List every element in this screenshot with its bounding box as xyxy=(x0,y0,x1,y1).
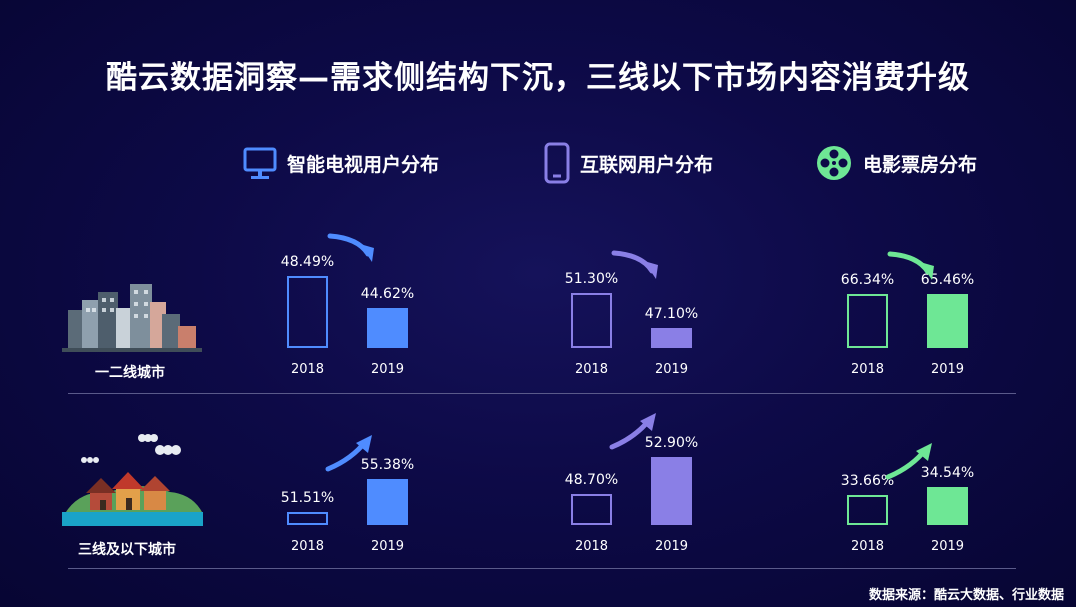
header-boxoffice-label: 电影票房分布 xyxy=(863,153,978,176)
data-label: 47.10% xyxy=(645,306,698,322)
trend-arrow-head xyxy=(644,261,658,279)
bar-2019 xyxy=(367,479,408,525)
x-tick-label: 2019 xyxy=(371,539,404,554)
data-label: 48.49% xyxy=(281,254,334,270)
page-title: 酷云数据洞察—需求侧结构下沉，三线以下市场内容消费升级 xyxy=(106,60,970,96)
data-label: 34.54% xyxy=(921,465,974,481)
x-tick-label: 2018 xyxy=(575,362,608,377)
bar-2018 xyxy=(847,294,888,348)
bar-2019 xyxy=(367,308,408,348)
film-reel-icon xyxy=(817,146,851,180)
data-source-note: 数据来源：酷云大数据、行业数据 xyxy=(868,588,1064,603)
header-internet-label: 互联网用户分布 xyxy=(580,153,714,176)
data-label: 52.90% xyxy=(645,435,698,451)
trend-arrow-head xyxy=(920,262,934,280)
x-tick-label: 2018 xyxy=(291,539,324,554)
x-tick-label: 2019 xyxy=(655,539,688,554)
trend-arrow-head xyxy=(360,244,374,262)
trend-arrow-head xyxy=(640,413,656,431)
header-boxoffice: 电影票房分布 xyxy=(815,143,977,183)
phone-icon xyxy=(544,142,570,184)
header-tv: 智能电视用户分布 xyxy=(243,143,439,183)
x-tick-label: 2018 xyxy=(851,539,884,554)
row-label-tier3: 三线及以下城市 xyxy=(78,542,176,558)
data-label: 48.70% xyxy=(565,472,618,488)
data-label: 55.38% xyxy=(361,457,414,473)
data-label: 51.30% xyxy=(565,271,618,287)
x-tick-label: 2019 xyxy=(371,362,404,377)
x-tick-label: 2018 xyxy=(291,362,324,377)
bar-2018 xyxy=(847,495,888,525)
tv-icon xyxy=(243,147,277,179)
bar-2018 xyxy=(571,494,612,525)
bar-2018 xyxy=(287,512,328,525)
small-town-houses-icon xyxy=(62,434,203,526)
x-tick-label: 2018 xyxy=(851,362,884,377)
trend-arrow-head xyxy=(356,435,372,453)
data-label: 65.46% xyxy=(921,272,974,288)
data-label: 51.51% xyxy=(281,490,334,506)
data-label: 44.62% xyxy=(361,286,414,302)
city-buildings-icon xyxy=(62,284,202,352)
x-tick-label: 2019 xyxy=(655,362,688,377)
bar-2019 xyxy=(927,294,968,348)
x-tick-label: 2019 xyxy=(931,362,964,377)
x-tick-label: 2019 xyxy=(931,539,964,554)
data-label: 66.34% xyxy=(841,272,894,288)
row-divider xyxy=(68,393,1016,394)
header-internet: 互联网用户分布 xyxy=(544,142,714,184)
bar-2018 xyxy=(287,276,328,348)
bar-2019 xyxy=(651,457,692,525)
data-label: 33.66% xyxy=(841,473,894,489)
bar-2018 xyxy=(571,293,612,348)
trend-arrow-head xyxy=(916,443,932,461)
x-tick-label: 2018 xyxy=(575,539,608,554)
row-label-tier1: 一二线城市 xyxy=(95,365,165,381)
header-tv-label: 智能电视用户分布 xyxy=(287,153,440,176)
bar-2019 xyxy=(651,328,692,348)
bar-2019 xyxy=(927,487,968,525)
bottom-divider xyxy=(68,568,1016,569)
